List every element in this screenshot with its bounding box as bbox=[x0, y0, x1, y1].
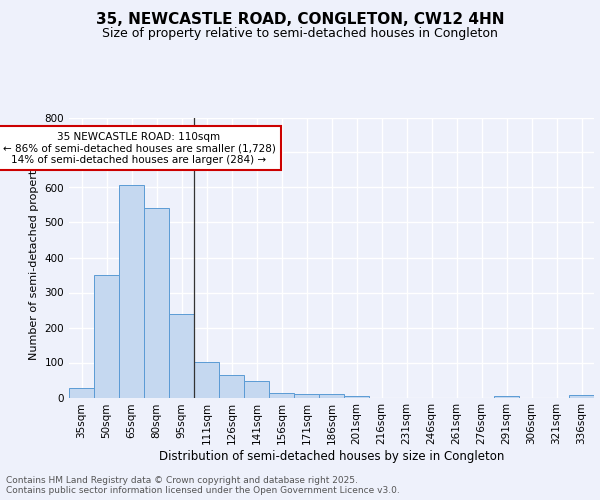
Bar bbox=[194, 362, 219, 398]
Bar bbox=[344, 396, 369, 398]
Bar bbox=[569, 394, 594, 398]
Text: Size of property relative to semi-detached houses in Congleton: Size of property relative to semi-detach… bbox=[102, 28, 498, 40]
X-axis label: Distribution of semi-detached houses by size in Congleton: Distribution of semi-detached houses by … bbox=[159, 450, 504, 463]
Bar bbox=[294, 394, 319, 398]
Text: 35, NEWCASTLE ROAD, CONGLETON, CW12 4HN: 35, NEWCASTLE ROAD, CONGLETON, CW12 4HN bbox=[96, 12, 504, 28]
Text: 35 NEWCASTLE ROAD: 110sqm
← 86% of semi-detached houses are smaller (1,728)
14% : 35 NEWCASTLE ROAD: 110sqm ← 86% of semi-… bbox=[2, 132, 275, 164]
Bar bbox=[94, 276, 119, 398]
Bar bbox=[119, 184, 144, 398]
Bar bbox=[319, 394, 344, 398]
Bar bbox=[244, 381, 269, 398]
Text: Contains HM Land Registry data © Crown copyright and database right 2025.
Contai: Contains HM Land Registry data © Crown c… bbox=[6, 476, 400, 495]
Bar bbox=[144, 208, 169, 398]
Y-axis label: Number of semi-detached properties: Number of semi-detached properties bbox=[29, 154, 39, 360]
Bar bbox=[69, 388, 94, 398]
Bar bbox=[494, 396, 519, 398]
Bar bbox=[219, 375, 244, 398]
Bar bbox=[169, 314, 194, 398]
Bar bbox=[269, 392, 294, 398]
